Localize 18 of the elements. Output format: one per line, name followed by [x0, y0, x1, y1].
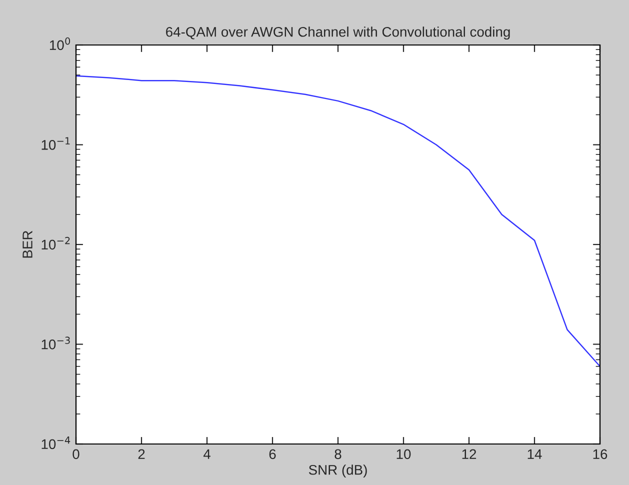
x-tick-label: 16 — [593, 449, 608, 460]
y-axis-title: BER — [22, 230, 32, 258]
y-tick-label: 10$^{−2}$ — [42, 236, 70, 250]
y-tick-label: 10$^{0}$ — [50, 37, 70, 50]
x-tick-label: 2 — [138, 449, 145, 459]
chart-title: 64-QAM over AWGN Channel with Convolutional coding — [166, 26, 510, 40]
y-tick-label: 10$^{−1}$ — [42, 137, 70, 150]
x-tick-label: 4 — [203, 449, 210, 459]
y-tick-label: 10$^{−3}$ — [42, 336, 70, 350]
x-tick-label: 14 — [528, 449, 542, 459]
x-tick-label: 6 — [269, 449, 276, 460]
x-tick-label: 8 — [334, 449, 342, 460]
x-axis-title: SNR (dB) — [308, 464, 367, 478]
x-tick-label: 12 — [462, 449, 476, 459]
y-tick-label: 10$^{−4}$ — [42, 436, 70, 450]
line-series — [76, 75, 600, 368]
x-tick-label: 0 — [72, 449, 80, 460]
x-tick-label: 10 — [396, 449, 411, 460]
